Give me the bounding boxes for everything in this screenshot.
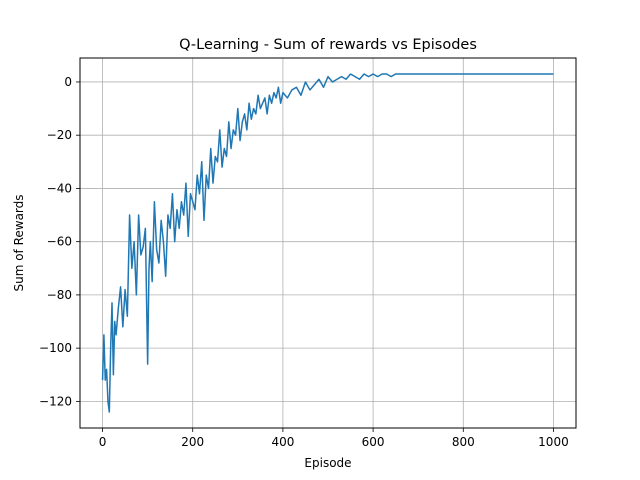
y-axis-label: Sum of Rewards: [12, 194, 26, 291]
series-line-0: [101, 73, 554, 413]
x-tick-label: 800: [452, 435, 475, 449]
x-axis-label: Episode: [304, 456, 351, 470]
axis-ticks: 0 200 400 600 800 1000 −120 −100 −80 −60 −40 −20 0: [39, 75, 569, 449]
x-tick-label: 1000: [538, 435, 569, 449]
x-tick-label: 400: [271, 435, 294, 449]
y-tick-label: −100: [39, 341, 72, 355]
y-tick-label: −20: [47, 128, 72, 142]
x-tick-label: 600: [362, 435, 385, 449]
x-tick-label: 200: [181, 435, 204, 449]
y-tick-label: 0: [64, 75, 72, 89]
x-tick-label: 0: [99, 435, 107, 449]
y-tick-label: −80: [47, 288, 72, 302]
y-tick-label: −60: [47, 235, 72, 249]
chart-title: Q-Learning - Sum of rewards vs Episodes: [179, 37, 477, 53]
y-tick-label: −40: [47, 181, 72, 195]
y-tick-label: −120: [39, 394, 72, 408]
plot-area-frame: [79, 57, 577, 429]
series-layer: [101, 73, 554, 413]
grid-lines: [80, 58, 576, 428]
